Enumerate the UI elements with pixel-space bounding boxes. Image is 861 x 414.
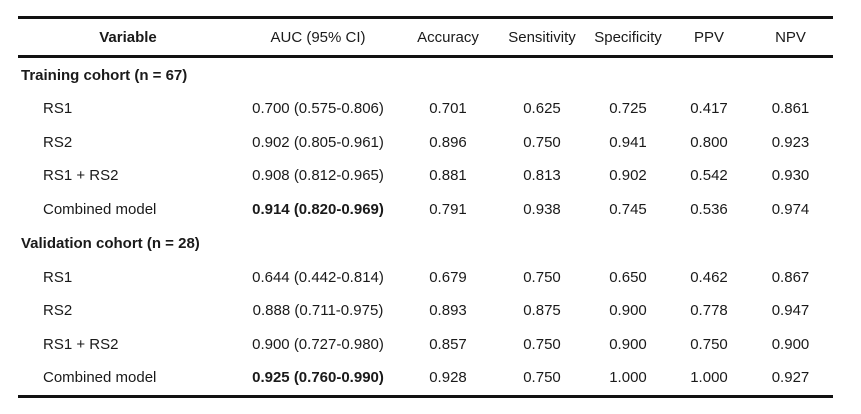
auc-cell: 0.914 (0.820-0.969) (252, 201, 384, 219)
results-table: Variable AUC (95% CI) Accuracy Sensitivi… (18, 16, 833, 398)
specificity-cell: 0.725 (609, 100, 647, 118)
specificity-cell: 0.900 (609, 335, 647, 353)
auc-cell: 0.925 (0.760-0.990) (252, 369, 384, 387)
row-label: RS1 (43, 100, 73, 118)
specificity-cell: 0.650 (609, 268, 647, 286)
section-header-label: Validation cohort (n = 28) (21, 234, 200, 252)
sensitivity-cell: 0.750 (523, 133, 561, 151)
accuracy-cell: 0.857 (429, 335, 467, 353)
specificity-cell: 0.900 (609, 302, 647, 320)
ppv-cell: 0.800 (690, 133, 728, 151)
sensitivity-cell: 0.875 (523, 302, 561, 320)
auc-cell: 0.888 (0.711-0.975) (252, 302, 384, 320)
table-bottom-rule (18, 394, 833, 398)
row-label: Combined model (43, 201, 157, 219)
column-header-ppv: PPV (693, 28, 724, 46)
sensitivity-cell: 0.750 (523, 369, 561, 387)
accuracy-cell: 0.679 (429, 268, 467, 286)
row-label: Combined model (43, 369, 157, 387)
table-row: RS1 + RS2 0.908 (0.812-0.965) 0.881 0.81… (18, 159, 833, 193)
sensitivity-cell: 0.750 (523, 335, 561, 353)
column-header-sensitivity: Sensitivity (508, 28, 576, 46)
npv-cell: 0.927 (771, 369, 810, 387)
section-header-validation: Validation cohort (n = 28) (18, 226, 833, 260)
npv-cell: 0.861 (771, 100, 810, 118)
section-header-label: Training cohort (n = 67) (21, 66, 188, 84)
auc-cell: 0.900 (0.727-0.980) (252, 335, 384, 353)
column-header-accuracy: Accuracy (417, 28, 479, 46)
sensitivity-cell: 0.625 (523, 100, 561, 118)
auc-cell: 0.644 (0.442-0.814) (252, 268, 384, 286)
npv-cell: 0.867 (771, 268, 810, 286)
accuracy-cell: 0.896 (429, 133, 467, 151)
table-row: RS2 0.888 (0.711-0.975) 0.893 0.875 0.90… (18, 294, 833, 328)
row-label: RS2 (43, 302, 73, 320)
row-label: RS1 + RS2 (43, 335, 119, 353)
sensitivity-cell: 0.938 (523, 201, 561, 219)
accuracy-cell: 0.893 (429, 302, 467, 320)
ppv-cell: 0.417 (690, 100, 728, 118)
ppv-cell: 0.750 (690, 335, 728, 353)
npv-cell: 0.974 (771, 201, 810, 219)
accuracy-cell: 0.701 (429, 100, 467, 118)
accuracy-cell: 0.928 (429, 369, 467, 387)
specificity-cell: 0.941 (609, 133, 647, 151)
ppv-cell: 0.778 (690, 302, 728, 320)
table-row: RS1 + RS2 0.900 (0.727-0.980) 0.857 0.75… (18, 328, 833, 362)
row-label: RS1 + RS2 (43, 167, 119, 185)
row-label: RS2 (43, 133, 73, 151)
sensitivity-cell: 0.813 (523, 167, 561, 185)
ppv-cell: 0.462 (690, 268, 728, 286)
specificity-cell: 0.745 (609, 201, 647, 219)
ppv-cell: 1.000 (690, 369, 728, 387)
table-row: RS1 0.700 (0.575-0.806) 0.701 0.625 0.72… (18, 92, 833, 126)
table-top-rule (18, 16, 833, 19)
table-row: RS1 0.644 (0.442-0.814) 0.679 0.750 0.65… (18, 260, 833, 294)
specificity-cell: 1.000 (609, 369, 647, 387)
table-header-rule (18, 55, 833, 58)
auc-cell: 0.700 (0.575-0.806) (252, 100, 384, 118)
npv-cell: 0.900 (771, 335, 810, 353)
npv-cell: 0.947 (771, 302, 810, 320)
ppv-cell: 0.542 (690, 167, 728, 185)
table-row: RS2 0.902 (0.805-0.961) 0.896 0.750 0.94… (18, 126, 833, 160)
ppv-cell: 0.536 (690, 201, 728, 219)
column-header-variable: Variable (99, 28, 157, 46)
section-header-training: Training cohort (n = 67) (18, 58, 833, 92)
auc-cell: 0.908 (0.812-0.965) (252, 167, 384, 185)
npv-cell: 0.930 (771, 167, 810, 185)
accuracy-cell: 0.881 (429, 167, 467, 185)
specificity-cell: 0.902 (609, 167, 647, 185)
table-row: Combined model 0.925 (0.760-0.990) 0.928… (18, 361, 833, 395)
column-header-specificity: Specificity (594, 28, 662, 46)
npv-cell: 0.923 (771, 133, 810, 151)
column-header-auc: AUC (95% CI) (270, 28, 366, 46)
accuracy-cell: 0.791 (429, 201, 467, 219)
table-row: Combined model 0.914 (0.820-0.969) 0.791… (18, 193, 833, 227)
row-label: RS1 (43, 268, 73, 286)
table-header-row: Variable AUC (95% CI) Accuracy Sensitivi… (18, 19, 833, 55)
column-header-npv: NPV (775, 28, 806, 46)
sensitivity-cell: 0.750 (523, 268, 561, 286)
auc-cell: 0.902 (0.805-0.961) (252, 133, 384, 151)
